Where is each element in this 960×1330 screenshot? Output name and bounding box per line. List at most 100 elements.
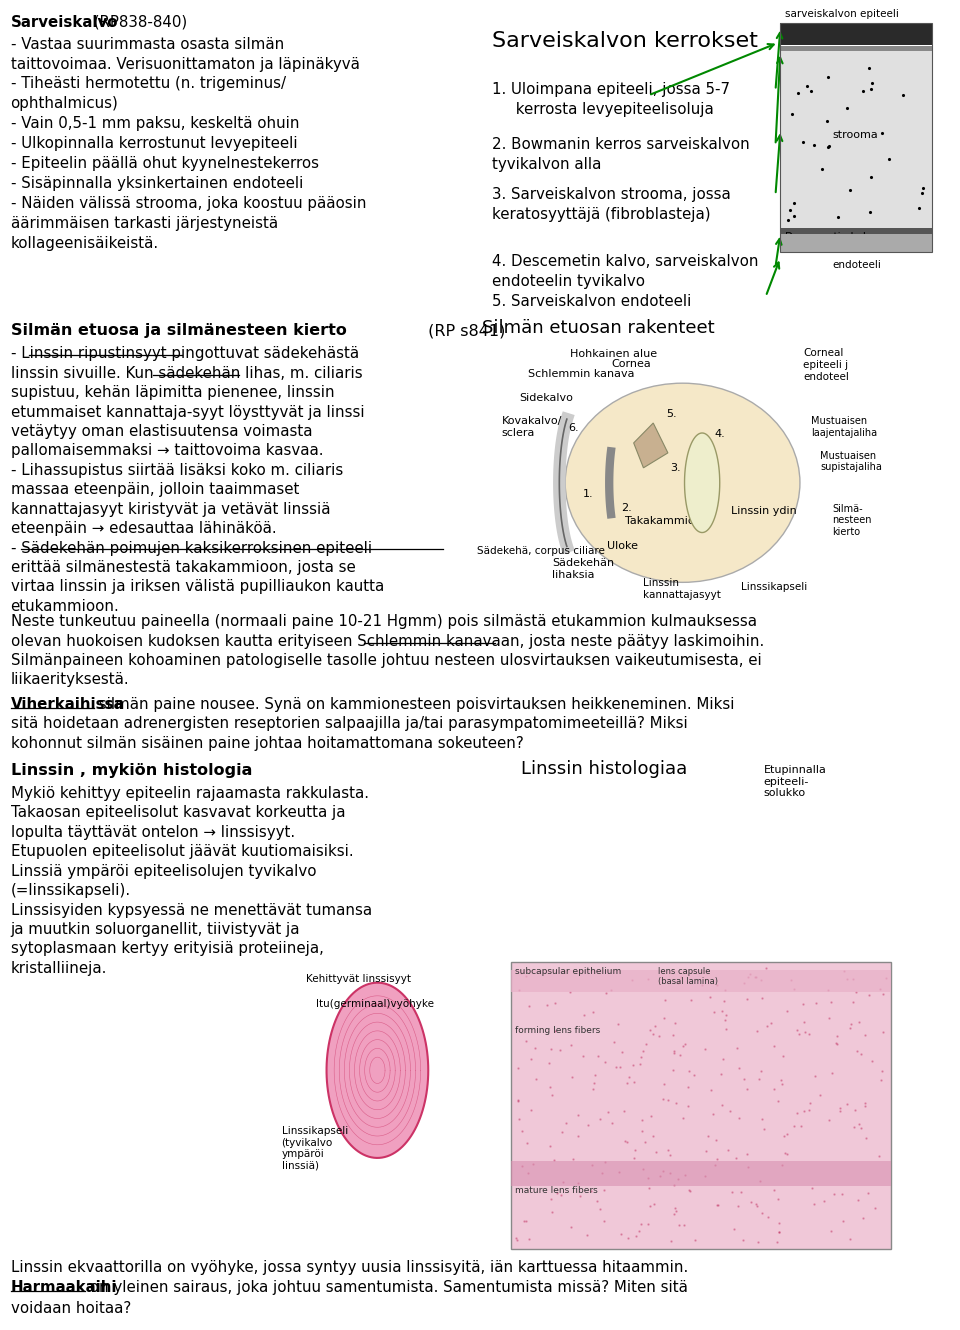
Text: Sarveiskalvo: Sarveiskalvo [11, 15, 118, 29]
Text: 5. Sarveiskalvon endoteeli: 5. Sarveiskalvon endoteeli [492, 294, 691, 309]
Text: 6.: 6. [568, 423, 579, 434]
Text: - Näiden välissä strooma, joka koostuu pääosin: - Näiden välissä strooma, joka koostuu p… [11, 196, 366, 211]
Text: sytoplasmaan kertyy erityisiä proteiineja,: sytoplasmaan kertyy erityisiä proteiinej… [11, 942, 324, 956]
Text: - Linssin ripustinsyyt pingottuvat sädekehästä: - Linssin ripustinsyyt pingottuvat sädek… [11, 346, 359, 362]
Text: lopulta täyttävät ontelon → linssisyyt.: lopulta täyttävät ontelon → linssisyyt. [11, 825, 295, 839]
Text: 3.: 3. [670, 463, 681, 473]
Text: Cornea: Cornea [612, 359, 651, 370]
Text: Linssin , mykiön histologia: Linssin , mykiön histologia [11, 763, 252, 778]
Text: - Epiteelin päällä ohut kyynelnestekerros: - Epiteelin päällä ohut kyynelnestekerro… [11, 156, 319, 172]
Text: Neste tunkeutuu paineella (normaali paine 10-21 Hgmm) pois silmästä etukammion k: Neste tunkeutuu paineella (normaali pain… [11, 614, 756, 629]
Text: keratosyyttäjä (fibroblasteja): keratosyyttäjä (fibroblasteja) [492, 207, 710, 222]
Text: tyvikalvon alla: tyvikalvon alla [492, 157, 601, 172]
Text: Linssin ydin: Linssin ydin [732, 505, 797, 516]
Text: 4.: 4. [715, 430, 726, 439]
Text: Schlemmin kanava: Schlemmin kanava [528, 370, 635, 379]
Text: kohonnut silmän sisäinen paine johtaa hoitamattomana sokeuteen?: kohonnut silmän sisäinen paine johtaa ho… [11, 735, 523, 750]
Text: voidaan hoitaa?: voidaan hoitaa? [11, 1301, 131, 1317]
Text: 4. Descemetin kalvo, sarveiskalvon: 4. Descemetin kalvo, sarveiskalvon [492, 254, 758, 269]
Text: massaa eteenpäin, jolloin taaimmaset: massaa eteenpäin, jolloin taaimmaset [11, 483, 299, 497]
Text: sitä hoidetaan adrenergisten reseptorien salpaajilla ja/tai parasympatomimeeteil: sitä hoidetaan adrenergisten reseptorien… [11, 717, 687, 732]
Text: - Vain 0,5-1 mm paksu, keskeltä ohuin: - Vain 0,5-1 mm paksu, keskeltä ohuin [11, 116, 300, 132]
Text: kollageenisäikeistä.: kollageenisäikeistä. [11, 235, 158, 251]
Text: silmän paine nousee. Synä on kammionesteen poisvirtauksen heikkeneminen. Miksi: silmän paine nousee. Synä on kammioneste… [94, 697, 734, 712]
Text: (=linssikapseli).: (=linssikapseli). [11, 883, 131, 898]
Text: 1.: 1. [583, 488, 593, 499]
Text: Silmänpaineen kohoaminen patologiselle tasolle johtuu nesteen ulosvirtauksen vai: Silmänpaineen kohoaminen patologiselle t… [11, 653, 761, 668]
Text: endoteeli: endoteeli [832, 259, 881, 270]
Text: mature lens fibers: mature lens fibers [516, 1186, 598, 1194]
Text: etukammioon.: etukammioon. [11, 598, 119, 613]
Text: Takaosan epiteelisolut kasvavat korkeutta ja: Takaosan epiteelisolut kasvavat korkeutt… [11, 806, 345, 821]
Text: Linssikapseli
(tyvikalvo
ympäröi
linssiä): Linssikapseli (tyvikalvo ympäröi linssiä… [281, 1127, 348, 1170]
Text: 2.: 2. [621, 503, 632, 512]
Text: Itu(germinaal)vyöhyke: Itu(germinaal)vyöhyke [316, 999, 434, 1008]
Bar [780, 23, 932, 251]
Bar [780, 227, 932, 234]
Text: subcapsular epithelium: subcapsular epithelium [516, 967, 621, 976]
Text: Harmaakaihi: Harmaakaihi [11, 1281, 117, 1295]
Ellipse shape [565, 383, 800, 583]
Text: 5.: 5. [666, 410, 677, 419]
Text: Hohkainen alue: Hohkainen alue [570, 350, 658, 359]
Text: ja muutkin soluorganellit, tiivistyvät ja: ja muutkin soluorganellit, tiivistyvät j… [11, 922, 300, 936]
Text: 2. Bowmanin kerros sarveiskalvon: 2. Bowmanin kerros sarveiskalvon [492, 137, 750, 152]
Text: Linssiä ympäröi epiteelisolujen tyvikalvo: Linssiä ympäröi epiteelisolujen tyvikalv… [11, 863, 316, 879]
Text: etummaiset kannattaja-syyt löysttyvät ja linssi: etummaiset kannattaja-syyt löysttyvät ja… [11, 404, 364, 419]
Text: sarveiskalvon epiteeli: sarveiskalvon epiteeli [785, 9, 900, 19]
Bar [780, 23, 932, 45]
Bar [512, 962, 891, 1249]
Text: Mustuaisen
supistajaliha: Mustuaisen supistajaliha [821, 451, 882, 472]
Text: Mykiö kehittyy epiteelin rajaamasta rakkulasta.: Mykiö kehittyy epiteelin rajaamasta rakk… [11, 786, 369, 801]
Bar [780, 51, 932, 227]
Polygon shape [684, 434, 720, 532]
Text: Etupinnalla
epiteeli-
solukko: Etupinnalla epiteeli- solukko [764, 765, 827, 798]
Text: erittää silmänestestä takakammioon, josta se: erittää silmänestestä takakammioon, jost… [11, 560, 355, 575]
Text: 3. Sarveiskalvon strooma, jossa: 3. Sarveiskalvon strooma, jossa [492, 188, 731, 202]
Text: strooma: strooma [832, 130, 878, 140]
Text: liikaerityksestä.: liikaerityksestä. [11, 673, 130, 688]
Text: - Lihassupistus siirtää lisäksi koko m. ciliaris: - Lihassupistus siirtää lisäksi koko m. … [11, 463, 343, 477]
Text: Takakammio: Takakammio [625, 516, 694, 525]
Text: kerrosta levyepiteelisoluja: kerrosta levyepiteelisoluja [492, 102, 713, 117]
Text: Sidekalvo: Sidekalvo [519, 394, 573, 403]
Text: 1. Uloimpana epiteeli, jossa 5-7: 1. Uloimpana epiteeli, jossa 5-7 [492, 82, 730, 97]
Text: Silmä-
nesteen
kierto: Silmä- nesteen kierto [832, 504, 872, 537]
Text: Viherkaihissa: Viherkaihissa [11, 697, 124, 712]
Polygon shape [326, 983, 428, 1158]
Text: - Tiheästi hermotettu (n. trigeminus/: - Tiheästi hermotettu (n. trigeminus/ [11, 76, 286, 92]
Text: linssin sivuille. Kun sädekehän lihas, m. ciliaris: linssin sivuille. Kun sädekehän lihas, m… [11, 366, 362, 380]
Text: Mustuaisen
laajentajaliha: Mustuaisen laajentajaliha [810, 416, 876, 438]
Text: Silmän etuosa ja silmänesteen kierto: Silmän etuosa ja silmänesteen kierto [11, 323, 347, 338]
Text: Linssisyiden kypsyessä ne menettävät tumansa: Linssisyiden kypsyessä ne menettävät tum… [11, 903, 372, 918]
Text: Linssin
kannattajasyyt: Linssin kannattajasyyt [643, 579, 721, 600]
Text: Descemetin kalvo: Descemetin kalvo [785, 231, 878, 242]
Text: Kovakalvo/
sclera: Kovakalvo/ sclera [502, 416, 562, 438]
Text: endoteelin tyvikalvo: endoteelin tyvikalvo [492, 274, 645, 289]
Text: (RP838-840): (RP838-840) [89, 15, 187, 29]
Text: kristalliineja.: kristalliineja. [11, 960, 107, 976]
Text: äärimmäisen tarkasti järjestyneistä: äärimmäisen tarkasti järjestyneistä [11, 215, 277, 231]
Text: vetäytyy oman elastisuutensa voimasta: vetäytyy oman elastisuutensa voimasta [11, 424, 312, 439]
Bar [780, 45, 932, 51]
Text: eteenpäin → edesauttaa lähinäköä.: eteenpäin → edesauttaa lähinäköä. [11, 521, 276, 536]
Text: - Vastaa suurimmasta osasta silmän: - Vastaa suurimmasta osasta silmän [11, 37, 284, 52]
Text: Corneal
epiteeli j
endoteel: Corneal epiteeli j endoteel [803, 348, 849, 382]
Text: (RP s841): (RP s841) [423, 323, 506, 338]
Text: - Sädekehän poimujen kaksikerroksinen epiteeli: - Sädekehän poimujen kaksikerroksinen ep… [11, 540, 372, 556]
Text: Sädekehä, corpus ciliare: Sädekehä, corpus ciliare [477, 545, 605, 556]
Text: ophthalmicus): ophthalmicus) [11, 96, 118, 112]
Text: Silmän etuosan rakenteet: Silmän etuosan rakenteet [482, 319, 714, 338]
Text: lens capsule
(basal lamina): lens capsule (basal lamina) [659, 967, 718, 986]
Bar [512, 970, 891, 992]
Text: olevan huokoisen kudoksen kautta erityiseen Schlemmin kanavaan, josta neste päät: olevan huokoisen kudoksen kautta erityis… [11, 633, 764, 649]
Polygon shape [634, 423, 668, 468]
Text: on yleinen sairaus, joka johtuu samentumista. Samentumista missä? Miten sitä: on yleinen sairaus, joka johtuu samentum… [84, 1281, 687, 1295]
Text: virtaa linssin ja iriksen välistä pupilliaukon kautta: virtaa linssin ja iriksen välistä pupill… [11, 580, 384, 595]
Text: Sädekehän
lihaksia: Sädekehän lihaksia [553, 559, 614, 580]
Text: kannattajasyyt kiristyvät ja vetävät linssiä: kannattajasyyt kiristyvät ja vetävät lin… [11, 501, 330, 516]
Text: taittovoimaa. Verisuonittamaton ja läpinäkyvä: taittovoimaa. Verisuonittamaton ja läpin… [11, 57, 359, 72]
Text: Linssin ekvaattorilla on vyöhyke, jossa syntyy uusia linssisyitä, iän karttuessa: Linssin ekvaattorilla on vyöhyke, jossa … [11, 1260, 688, 1274]
Bar [512, 1161, 891, 1186]
Text: Etupuolen epiteelisolut jäävät kuutiomaisiksi.: Etupuolen epiteelisolut jäävät kuutiomai… [11, 845, 353, 859]
